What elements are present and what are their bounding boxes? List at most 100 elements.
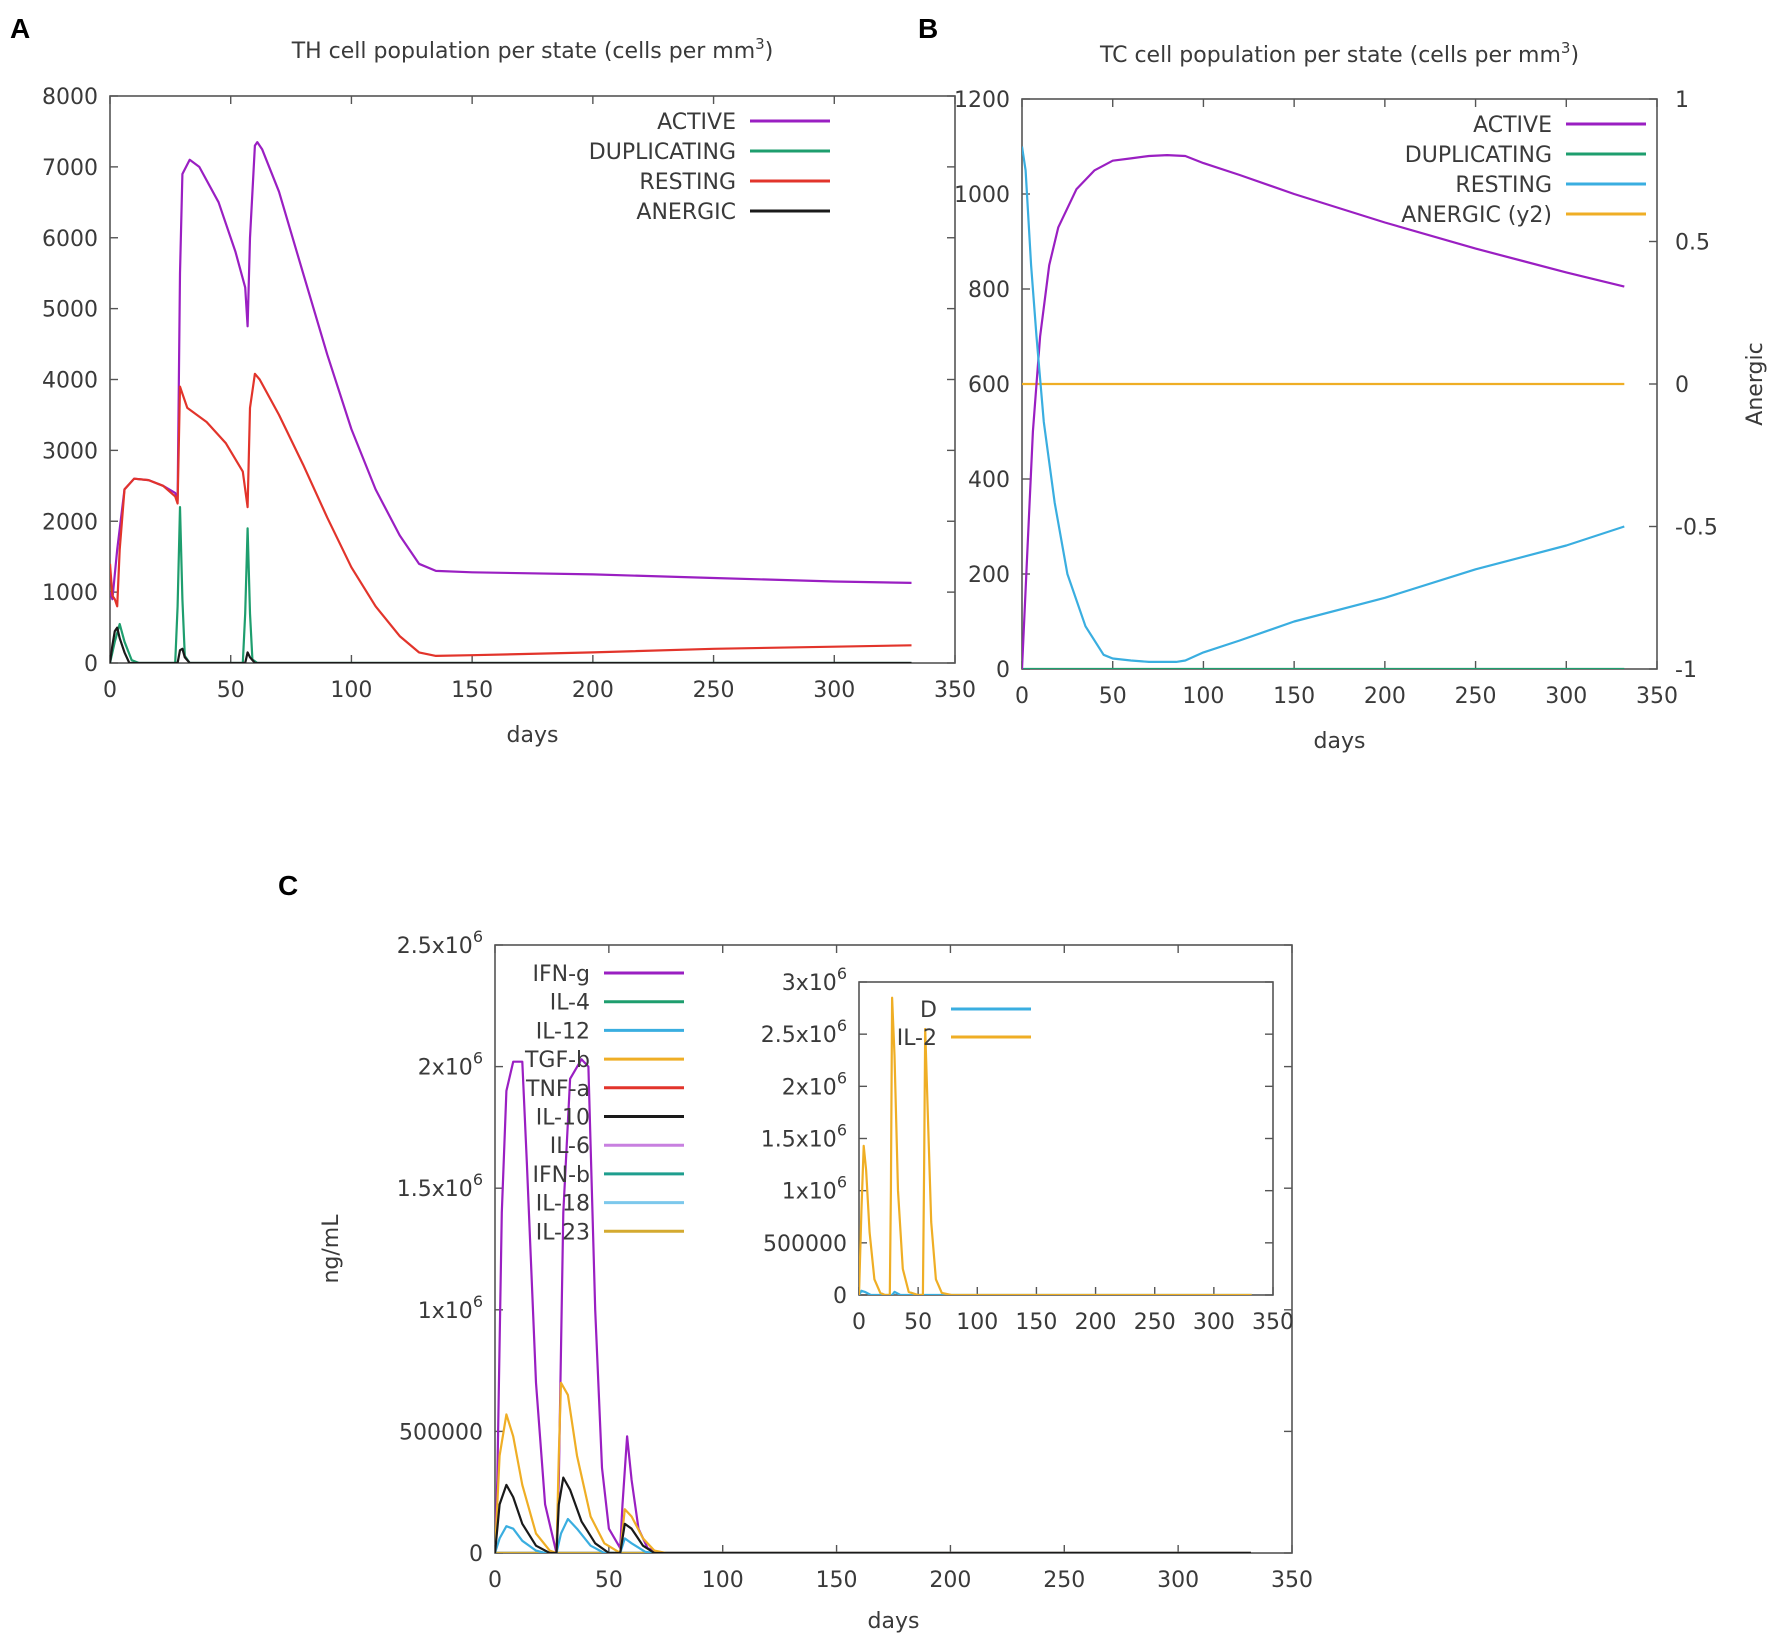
- y2-axis-label: Anergic: [1743, 342, 1768, 425]
- legend-label-il-23: IL-23: [536, 1220, 590, 1245]
- x-axis-label: days: [868, 1609, 920, 1634]
- panel-letter-a: A: [10, 13, 30, 44]
- y-tick-label: 400: [968, 468, 1010, 493]
- y2-tick-label: -1: [1675, 658, 1697, 683]
- x-tick-label: 200: [1364, 684, 1406, 709]
- y-tick-label: 2.5x106: [761, 1016, 847, 1048]
- y-tick-label: 1200: [954, 88, 1010, 113]
- x-axis-label: days: [507, 723, 559, 748]
- y-tick-label: 1x106: [418, 1292, 483, 1324]
- y-tick-label: 0: [469, 1542, 483, 1567]
- y-tick-label: 6000: [42, 227, 98, 252]
- y-tick-label: 1000: [42, 581, 98, 606]
- legend: D IL-2: [897, 998, 1031, 1051]
- x-tick-label: 150: [1273, 684, 1315, 709]
- x-tick-label: 300: [813, 678, 855, 703]
- legend-label-resting: RESTING: [639, 170, 736, 195]
- series-line-duplicating: [110, 506, 912, 663]
- legend-label-ifn-g: IFN-g: [532, 962, 590, 987]
- legend-label-resting: RESTING: [1455, 173, 1552, 198]
- legend: IFN-g IL-4 IL-12 TGF-b TNF-a IL-10 IL-6 IFN-b IL…: [524, 962, 684, 1245]
- series-line-il-12: [495, 1517, 1251, 1553]
- legend-label-il-6: IL-6: [550, 1134, 590, 1159]
- y-tick-label: 0: [833, 1284, 847, 1309]
- x-tick-label: 250: [1043, 1568, 1085, 1593]
- x-tick-label: 50: [1099, 684, 1127, 709]
- legend-label-tgf-b: TGF-b: [524, 1048, 590, 1073]
- y-tick-label: 0: [84, 652, 98, 677]
- y-tick-label: 1.5x106: [761, 1121, 847, 1153]
- series-lines: [1022, 146, 1625, 669]
- y2-tick-label: 0.5: [1675, 231, 1710, 256]
- legend-label-il-4: IL-4: [550, 991, 590, 1016]
- y-tick-label: 3000: [42, 439, 98, 464]
- series-line-il-2: [859, 996, 1252, 1295]
- legend-label-il-2: IL-2: [897, 1026, 937, 1051]
- y2-tick-label: -0.5: [1675, 516, 1718, 541]
- series-line-active: [1022, 154, 1625, 669]
- series-line-anergic: [110, 626, 912, 663]
- x-tick-label: 150: [1015, 1310, 1057, 1335]
- x-tick-label: 250: [693, 678, 735, 703]
- legend-label-ifn-b: IFN-b: [532, 1163, 590, 1188]
- y2-tick-label: 1: [1675, 88, 1689, 113]
- y-tick-label: 600: [968, 373, 1010, 398]
- series-line-resting: [1022, 146, 1625, 663]
- x-tick-label: 250: [1455, 684, 1497, 709]
- panel-letter-b: B: [918, 13, 938, 44]
- x-tick-label: 50: [217, 678, 245, 703]
- x-tick-label: 50: [904, 1310, 932, 1335]
- chart-a-th-cell-population: 0 50 100 150 200 250 300 350 0 1000 2000 3000 4000 50…: [42, 35, 976, 748]
- series-lines: [110, 141, 912, 663]
- x-tick-label: 350: [1636, 684, 1678, 709]
- y-tick-label: 7000: [42, 156, 98, 181]
- y-tick-label: 0: [996, 658, 1010, 683]
- chart-title: TH cell population per state (cells per …: [291, 35, 774, 64]
- legend-label-il-12: IL-12: [536, 1019, 590, 1044]
- chart-c-cytokines: 0 50 100 150 200 250 300 350 0 500000 1x106 1.5x106…: [319, 927, 1313, 1634]
- panel-letter-c: C: [278, 870, 298, 901]
- series-line-tgf-b: [495, 1381, 1251, 1553]
- y-tick-label: 500000: [399, 1420, 483, 1445]
- x-tick-label: 200: [572, 678, 614, 703]
- series-line-il-10: [495, 1476, 1251, 1553]
- legend: ACTIVE DUPLICATING RESTING ANERGIC (y2): [1401, 113, 1646, 228]
- x-tick-label: 150: [816, 1568, 858, 1593]
- y-axis-label: ng/mL: [319, 1214, 344, 1284]
- y-tick-label: 800: [968, 278, 1010, 303]
- chart-c-inset-il2: 0 50 100 150 200 250 300 350 0 500000 1x106 1.5x106…: [761, 964, 1294, 1335]
- legend: ACTIVE DUPLICATING RESTING ANERGIC: [589, 110, 830, 225]
- y-tick-label: 8000: [42, 85, 98, 110]
- y2-tick-label: 0: [1675, 373, 1689, 398]
- series-lines: [859, 996, 1252, 1295]
- x-tick-label: 100: [1182, 684, 1224, 709]
- y-tick-label: 5000: [42, 298, 98, 323]
- y-tick-label: 3x106: [782, 964, 847, 996]
- series-line-resting: [110, 372, 912, 657]
- y-tick-label: 1x106: [782, 1173, 847, 1205]
- legend-label-tnf-a: TNF-a: [525, 1077, 590, 1102]
- x-axis-label: days: [1314, 729, 1366, 754]
- x-tick-label: 200: [929, 1568, 971, 1593]
- y-tick-label: 4000: [42, 369, 98, 394]
- legend-label-active: ACTIVE: [1473, 113, 1552, 138]
- series-line-d: [859, 1289, 1252, 1295]
- x-tick-label: 300: [1193, 1310, 1235, 1335]
- y-tick-label: 1.5x106: [397, 1170, 483, 1202]
- y-tick-label: 200: [968, 563, 1010, 588]
- x-tick-label: 50: [595, 1568, 623, 1593]
- y-tick-label: 1000: [954, 183, 1010, 208]
- x-tick-label: 100: [330, 678, 372, 703]
- chart-title: TC cell population per state (cells per …: [1099, 39, 1579, 68]
- legend-label-active: ACTIVE: [657, 110, 736, 135]
- x-tick-label: 200: [1075, 1310, 1117, 1335]
- y-tick-label: 2x106: [418, 1049, 483, 1081]
- x-tick-label: 300: [1545, 684, 1587, 709]
- legend-label-anergic-y2: ANERGIC (y2): [1401, 203, 1552, 228]
- legend-label-duplicating: DUPLICATING: [1405, 143, 1552, 168]
- x-tick-label: 150: [451, 678, 493, 703]
- x-tick-label: 100: [956, 1310, 998, 1335]
- series-lines: [495, 1058, 1251, 1553]
- legend-label-anergic: ANERGIC: [636, 200, 736, 225]
- x-tick-label: 0: [488, 1568, 502, 1593]
